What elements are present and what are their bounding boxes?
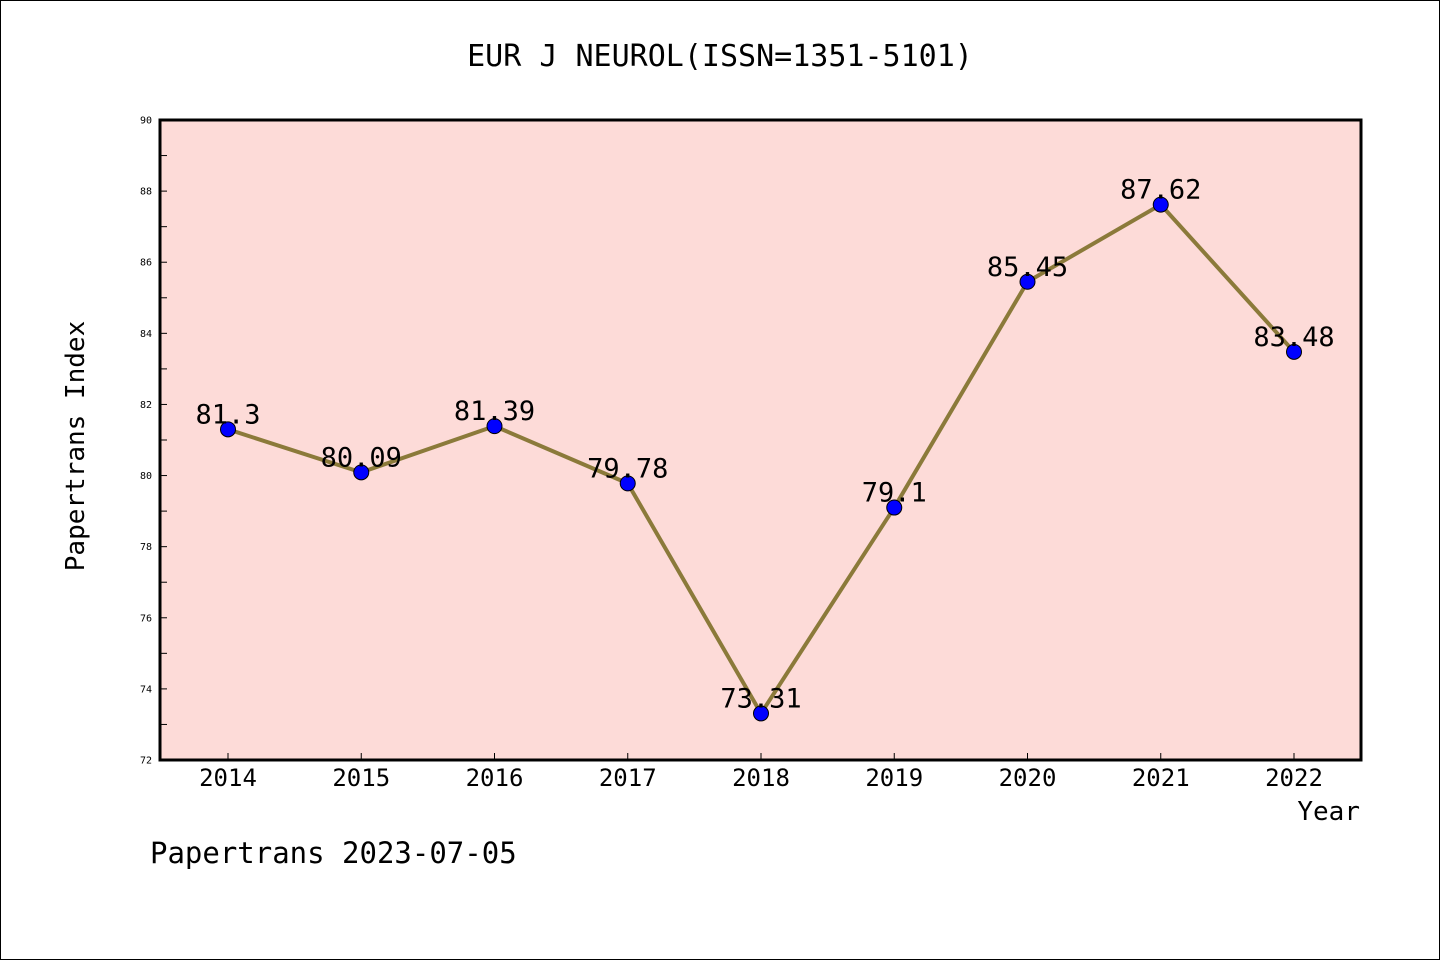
data-point-marker [886, 499, 903, 516]
y-tick-label: 78 [140, 542, 152, 553]
data-point-marker [353, 464, 370, 481]
x-tick-label: 2014 [199, 764, 257, 792]
y-tick-label: 84 [140, 329, 152, 340]
data-labels: 81.3 80.09 81.39 79.78 73.31 79.1 85.45 87.62 83… [195, 175, 1334, 715]
chart-title: EUR J NEUROL(ISSN=1351-5101) [467, 39, 973, 74]
data-label: 79.1 [862, 478, 927, 509]
y-tick-label: 90 [140, 116, 152, 127]
data-label: 79.78 [587, 453, 668, 484]
footer-source-date: Papertrans 2023-07-05 [150, 836, 517, 870]
data-label: 85.45 [987, 252, 1068, 283]
x-tick-label: 2017 [599, 764, 657, 792]
data-label: 81.3 [195, 399, 260, 430]
y-axis-label: Papertrans Index [61, 321, 91, 571]
data-point-marker [1152, 196, 1169, 213]
series-markers [220, 196, 1302, 722]
data-point-marker [220, 421, 236, 438]
plot-border [158, 118, 1363, 762]
x-tick-label: 2018 [732, 764, 790, 792]
data-label: 73.31 [720, 683, 801, 714]
y-tick-label: 74 [140, 684, 152, 695]
plot-area [160, 120, 1361, 760]
x-tick-label: 2015 [332, 764, 390, 792]
y-tick-label: 76 [140, 613, 152, 624]
data-label: 83.48 [1253, 322, 1334, 353]
y-tick-label: 86 [140, 258, 152, 269]
data-label: 81.39 [454, 396, 535, 427]
data-point-marker [486, 418, 503, 435]
x-tick-label: 2019 [865, 764, 923, 792]
x-tick-label: 2021 [1132, 764, 1190, 792]
x-tick-label: 2016 [466, 764, 524, 792]
data-point-marker [753, 705, 769, 722]
y-tick-label: 72 [140, 756, 152, 767]
y-tick-label: 80 [140, 471, 152, 482]
data-point-marker [1019, 273, 1036, 290]
data-label: 80.09 [321, 442, 402, 473]
x-tick-label: 2022 [1265, 764, 1323, 792]
x-axis-label: Year [1297, 797, 1360, 827]
y-tick-label: 82 [140, 400, 152, 411]
x-tick-label: 2020 [999, 764, 1057, 792]
y-tick-label: 88 [140, 187, 152, 198]
data-point-marker [619, 475, 636, 492]
x-axis-ticks: 2014 2015 2016 2017 2018 2019 2020 2021 2022 [199, 753, 1323, 792]
data-label: 87.62 [1120, 175, 1201, 206]
data-point-marker [1286, 343, 1302, 360]
